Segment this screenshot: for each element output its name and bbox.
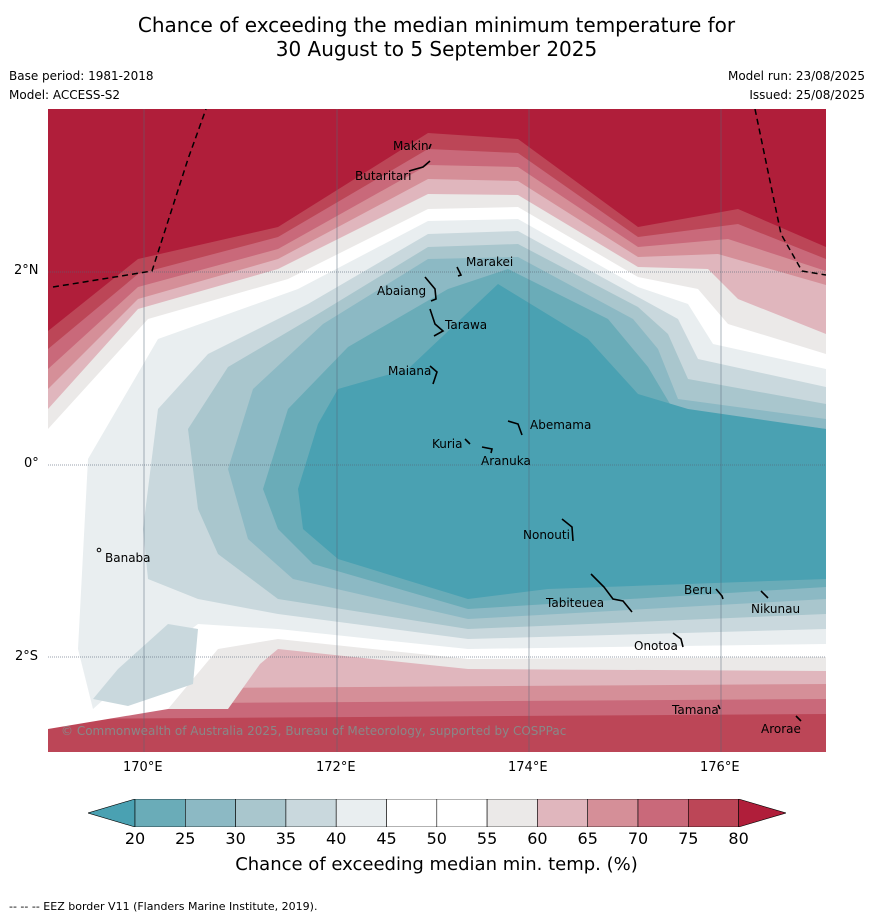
colorbar-cell (335, 799, 387, 827)
colorbar-cell (537, 799, 588, 827)
lon-label-172e: 172°E (316, 760, 356, 775)
island-aranuka-shape (481, 446, 493, 454)
forecast-map: Makin Butaritari Marakei Abaiang Tarawa … (48, 109, 826, 752)
island-label-tamana: Tamana (672, 703, 719, 717)
island-label-kuria: Kuria (432, 437, 463, 451)
lon-label-176e: 176°E (700, 760, 740, 775)
island-nikunau-shape (760, 590, 769, 599)
title-line-1: Chance of exceeding the median minimum t… (137, 13, 736, 37)
island-label-tarawa: Tarawa (445, 318, 488, 332)
meridians (143, 109, 722, 752)
colorbar-over-arrow (738, 799, 786, 827)
base-period: Base period: 1981-2018 (9, 69, 154, 83)
island-onotoa-shape (672, 632, 684, 648)
colorbar-tick-label: 65 (577, 829, 598, 848)
colorbar-cell (687, 799, 739, 827)
lon-label-174e: 174°E (508, 760, 548, 775)
lon-label-170e: 170°E (123, 760, 163, 775)
colorbar-cell (235, 799, 287, 827)
model-run: Model run: 23/08/2025 (727, 69, 865, 83)
island-beru-shape (715, 588, 724, 600)
colorbar-tick-label: 50 (426, 829, 447, 848)
island-label-onotoa: Onotoa (634, 639, 678, 653)
island-nonouti-shape (561, 518, 574, 542)
title-line-2: 30 August to 5 September 2025 (275, 37, 598, 61)
island-tarawa-shape (429, 308, 445, 337)
island-label-beru: Beru (684, 583, 713, 597)
issued-date: Issued: 25/08/2025 (749, 88, 865, 102)
colorbar-tick-label: 40 (326, 829, 347, 848)
island-tamana-shape (717, 704, 721, 710)
colorbar-tick-label: 80 (728, 829, 749, 848)
island-banaba-shape (96, 547, 102, 553)
colorbar-cell (185, 799, 236, 827)
colorbar-cell (587, 799, 639, 827)
island-butaritari-shape (408, 160, 431, 172)
island-label-banaba: Banaba (105, 551, 151, 565)
colorbar-tick-label: 30 (225, 829, 246, 848)
colorbar-tick-label: 55 (476, 829, 498, 848)
island-label-nikunau: Nikunau (751, 602, 801, 616)
colorbar-under-arrow (88, 799, 136, 827)
colorbar-cell (436, 799, 488, 827)
island-label-makin: Makin (393, 139, 429, 153)
gridlines (48, 271, 826, 658)
island-outlines (408, 143, 802, 722)
island-abaiang-shape (424, 276, 437, 302)
island-label-butaritari: Butaritari (355, 169, 412, 183)
colorbar-cell (486, 799, 538, 827)
colorbar-tick-label: 70 (627, 829, 649, 848)
island-label-aranuka: Aranuka (481, 454, 531, 468)
island-abemama-shape (507, 420, 523, 436)
colorbar-tick-label: 35 (275, 829, 297, 848)
colorbar-tick-label: 60 (527, 829, 548, 848)
colorbar-title: Chance of exceeding median min. temp. (%… (235, 854, 638, 875)
band-20 (298, 284, 826, 599)
model-name: Model: ACCESS-S2 (9, 88, 121, 102)
island-makin-shape (428, 143, 432, 150)
lat-label-2s: 2°S (15, 649, 39, 664)
island-maiana-shape (429, 365, 438, 385)
lat-label-2n: 2°N (14, 263, 39, 278)
colorbar-tick-label: 75 (678, 829, 699, 848)
colorbar-cell (285, 799, 337, 827)
island-tabiteuea-shape (590, 573, 633, 613)
colorbar-cell (637, 799, 689, 827)
copyright-text: © Commonwealth of Australia 2025, Bureau… (61, 724, 567, 738)
footer-eez-note: -- -- -- EEZ border V11 (Flanders Marine… (9, 900, 318, 913)
colorbar (88, 799, 786, 827)
island-label-nonouti: Nonouti (523, 528, 570, 542)
colorbar-tick-label: 25 (175, 829, 196, 848)
colorbar-tick-label: 20 (124, 829, 146, 848)
colorbar-cell (134, 799, 186, 827)
band-sw-40 (93, 624, 198, 706)
lat-label-0: 0° (24, 456, 39, 471)
island-label-abaiang: Abaiang (377, 284, 427, 298)
colorbar-cell (386, 799, 438, 827)
island-label-tabiteuea: Tabiteuea (546, 596, 605, 610)
colorbar-tick-label: 45 (376, 829, 397, 848)
island-label-abemama: Abemama (530, 418, 592, 432)
map-canvas (48, 109, 826, 752)
island-arorae-shape (795, 715, 802, 722)
island-label-marakei: Marakei (466, 255, 514, 269)
island-kuria-shape (464, 438, 471, 445)
island-label-arorae: Arorae (761, 722, 801, 736)
island-marakei-shape (456, 266, 463, 277)
eez-border (52, 109, 826, 288)
island-label-maiana: Maiana (388, 364, 432, 378)
